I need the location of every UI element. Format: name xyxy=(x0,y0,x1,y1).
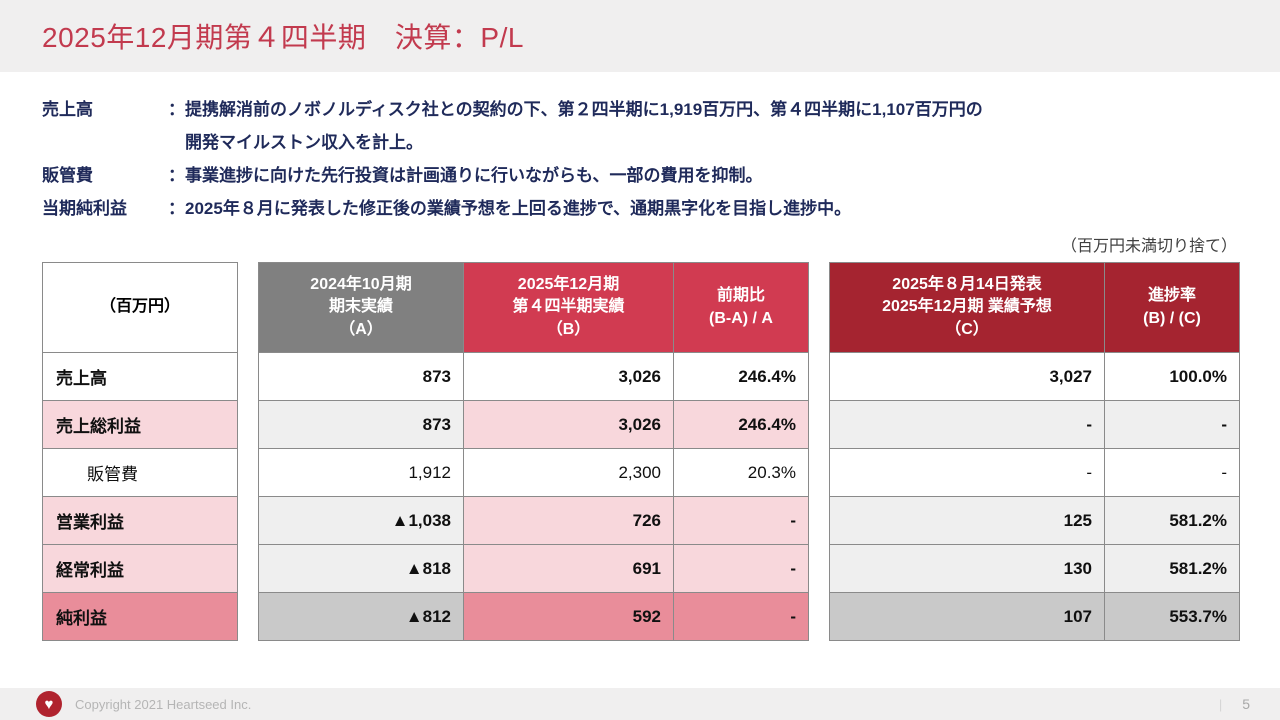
table-row: 1,912 2,300 20.3% xyxy=(258,448,809,497)
summary-text: ：提携解消前のノボノルディスク社との契約の下、第２四半期に1,919百万円、第４… xyxy=(168,93,1238,159)
row-label-net-profit: 純利益 xyxy=(42,592,238,641)
cell-yoy: - xyxy=(673,496,809,545)
cell-b: 2,300 xyxy=(463,448,674,497)
summary-label: 当期純利益 xyxy=(42,199,127,218)
table-row: - - xyxy=(829,400,1240,449)
table-row: 130 581.2% xyxy=(829,544,1240,593)
table-row: 873 3,026 246.4% xyxy=(258,352,809,401)
unit-header-cell: （百万円） xyxy=(42,262,238,353)
summary-item-sales: 売上高 ：提携解消前のノボノルディスク社との契約の下、第２四半期に1,919百万… xyxy=(42,93,1238,159)
page-title: 2025年12月期第４四半期 決算：P/L xyxy=(42,22,524,53)
row-label-sga: 販管費 xyxy=(42,448,238,497)
table-row: 3,027 100.0% xyxy=(829,352,1240,401)
summary-item-sga: 販管費 ：事業進捗に向けた先行投資は計画通りに行いながらも、一部の費用を抑制。 xyxy=(42,159,1238,192)
cell-yoy: 246.4% xyxy=(673,400,809,449)
row-label-sales: 売上高 xyxy=(42,352,238,401)
cell-b: 726 xyxy=(463,496,674,545)
summary-label: 売上高 xyxy=(42,100,93,119)
summary-line: ：提携解消前のノボノルディスク社との契約の下、第２四半期に1,919百万円、第４… xyxy=(168,100,983,119)
row-label-gross-profit: 売上総利益 xyxy=(42,400,238,449)
summary-block: 売上高 ：提携解消前のノボノルディスク社との契約の下、第２四半期に1,919百万… xyxy=(42,93,1238,225)
header-yoy: 前期比 (B-A) / A xyxy=(673,262,809,353)
table-row: 売上高 xyxy=(42,352,238,401)
cell-b: 3,026 xyxy=(463,400,674,449)
pl-tables: （百万円） 売上高 売上総利益 販管費 営業利益 経常利益 純利益 2024年1… xyxy=(42,262,1280,641)
table-row: 販管費 xyxy=(42,448,238,497)
copyright-text: Copyright 2021 Heartseed Inc. xyxy=(75,696,252,712)
company-logo: ♥ xyxy=(36,691,62,717)
row-label-table: （百万円） 売上高 売上総利益 販管費 営業利益 経常利益 純利益 xyxy=(42,262,238,641)
cell-progress: - xyxy=(1104,400,1240,449)
table-row: 営業利益 xyxy=(42,496,238,545)
summary-item-net-income: 当期純利益 ：2025年８月に発表した修正後の業績予想を上回る進捗で、通期黒字化… xyxy=(42,192,1238,225)
header-forecast: 2025年８月14日発表 2025年12月期 業績予想 （C） xyxy=(829,262,1105,353)
cell-forecast: - xyxy=(829,448,1105,497)
header-progress: 進捗率 (B) / (C) xyxy=(1104,262,1240,353)
table-header-row: 2024年10月期 期末実績 （A） 2025年12月期 第４四半期実績 （B）… xyxy=(258,262,809,353)
cell-a: ▲812 xyxy=(258,592,464,641)
cell-forecast: 107 xyxy=(829,592,1105,641)
table-row: ▲818 691 - xyxy=(258,544,809,593)
cell-progress: - xyxy=(1104,448,1240,497)
table-row: 125 581.2% xyxy=(829,496,1240,545)
cell-progress: 553.7% xyxy=(1104,592,1240,641)
heart-icon: ♥ xyxy=(44,695,54,713)
cell-progress: 581.2% xyxy=(1104,496,1240,545)
table-row: - - xyxy=(829,448,1240,497)
header-actual-q4: 2025年12月期 第４四半期実績 （B） xyxy=(463,262,674,353)
cell-b: 3,026 xyxy=(463,352,674,401)
table-row: ▲1,038 726 - xyxy=(258,496,809,545)
cell-a: ▲818 xyxy=(258,544,464,593)
summary-line: ：事業進捗に向けた先行投資は計画通りに行いながらも、一部の費用を抑制。 xyxy=(168,166,763,185)
cell-yoy: 20.3% xyxy=(673,448,809,497)
cell-yoy: - xyxy=(673,592,809,641)
cell-a: 873 xyxy=(258,400,464,449)
cell-forecast: 130 xyxy=(829,544,1105,593)
table-row: ▲812 592 - xyxy=(258,592,809,641)
table-row: 経常利益 xyxy=(42,544,238,593)
summary-label: 販管費 xyxy=(42,166,93,185)
summary-line-continuation: 開発マイルストン収入を計上。 xyxy=(185,133,423,152)
cell-progress: 581.2% xyxy=(1104,544,1240,593)
row-label-ordinary-profit: 経常利益 xyxy=(42,544,238,593)
cell-yoy: - xyxy=(673,544,809,593)
row-label-operating-profit: 営業利益 xyxy=(42,496,238,545)
title-band: 2025年12月期第４四半期 決算：P/L xyxy=(0,0,1280,72)
cell-a: ▲1,038 xyxy=(258,496,464,545)
summary-line: ：2025年８月に発表した修正後の業績予想を上回る進捗で、通期黒字化を目指し進捗… xyxy=(168,199,852,218)
cell-forecast: - xyxy=(829,400,1105,449)
table-header-row: （百万円） xyxy=(42,262,238,353)
page-number-area: | 5 xyxy=(1219,696,1250,712)
table-row: 売上総利益 xyxy=(42,400,238,449)
table-row: 107 553.7% xyxy=(829,592,1240,641)
cell-forecast: 3,027 xyxy=(829,352,1105,401)
table-header-row: 2025年８月14日発表 2025年12月期 業績予想 （C） 進捗率 (B) … xyxy=(829,262,1240,353)
cell-progress: 100.0% xyxy=(1104,352,1240,401)
cell-b: 691 xyxy=(463,544,674,593)
cell-a: 1,912 xyxy=(258,448,464,497)
forecast-table: 2025年８月14日発表 2025年12月期 業績予想 （C） 進捗率 (B) … xyxy=(829,262,1240,641)
header-actual-prev: 2024年10月期 期末実績 （A） xyxy=(258,262,464,353)
table-row: 873 3,026 246.4% xyxy=(258,400,809,449)
cell-a: 873 xyxy=(258,352,464,401)
separator: | xyxy=(1218,696,1223,712)
page-number: 5 xyxy=(1242,696,1250,712)
cell-forecast: 125 xyxy=(829,496,1105,545)
cell-yoy: 246.4% xyxy=(673,352,809,401)
footer: ♥ Copyright 2021 Heartseed Inc. | 5 xyxy=(0,688,1280,720)
table-row: 純利益 xyxy=(42,592,238,641)
rounding-note: （百万円未満切り捨て） xyxy=(1060,238,1237,255)
actuals-table: 2024年10月期 期末実績 （A） 2025年12月期 第４四半期実績 （B）… xyxy=(258,262,809,641)
cell-b: 592 xyxy=(463,592,674,641)
